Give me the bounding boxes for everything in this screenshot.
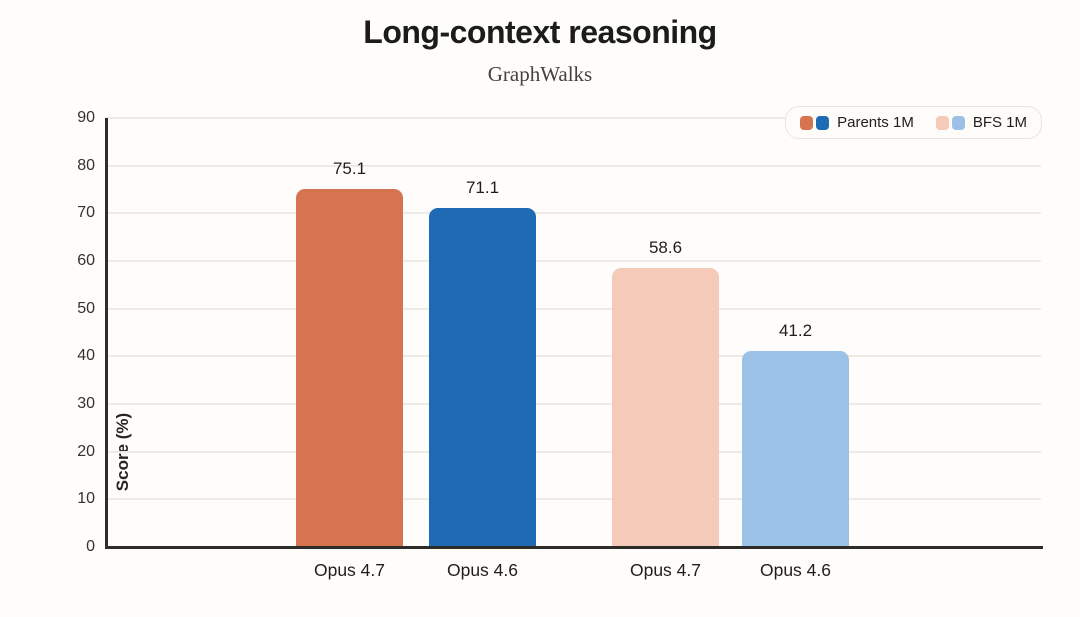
y-tick-label-80: 80: [77, 156, 95, 174]
chart-canvas: Long-context reasoning GraphWalks Score …: [77, 14, 1043, 580]
bar-value-label: 58.6: [648, 238, 683, 257]
bar-value-label: 41.2: [778, 321, 813, 340]
y-tick-label-0: 0: [86, 538, 95, 555]
x-tick-label-2: Opus 4.7: [629, 560, 702, 580]
bar-value-label: 71.1: [465, 178, 500, 197]
y-tick-label-10: 10: [77, 490, 95, 508]
y-tick-label-30: 30: [77, 395, 95, 412]
y-tick-label-60: 60: [77, 252, 95, 269]
chart-subtitle: GraphWalks: [487, 62, 593, 86]
gridline-90: [105, 117, 1041, 119]
y-tick-label-70: 70: [77, 204, 95, 222]
legend-label: Parents 1M: [837, 114, 914, 131]
y-tick-label-50: 50: [77, 299, 95, 317]
bar-bfs-1m-opus-4.7: [612, 268, 719, 547]
bar-parents-1m-opus-4.7: [296, 189, 403, 547]
gridline-60: [105, 260, 1041, 262]
legend-swatch-icon: [935, 115, 949, 130]
x-axis-line: [105, 546, 1043, 549]
x-tick-label-3: Opus 4.6: [759, 560, 832, 580]
legend-item-parents-1m: Parents 1M: [800, 114, 914, 131]
gridline-40: [105, 355, 1041, 358]
bar-value-label: 75.1: [332, 159, 367, 178]
legend-swatch-icon: [816, 115, 830, 130]
legend-swatch-pair: [800, 115, 830, 130]
y-axis-line: [105, 118, 108, 549]
gridline-70: [105, 212, 1041, 215]
y-tick-label-40: 40: [77, 347, 95, 365]
y-tick-label-90: 90: [77, 109, 95, 126]
gridline-30: [105, 403, 1041, 405]
y-tick-label-20: 20: [77, 442, 95, 460]
plot-area: Score (%) 0 10 20 30 40 50 60 70 80 90 75.1 71.1 58…: [77, 106, 1043, 580]
gridline-50: [105, 307, 1041, 310]
legend: Parents 1M BFS 1M: [785, 106, 1042, 139]
x-tick-label-0: Opus 4.7: [313, 560, 386, 580]
bar-parents-1m-opus-4.6: [429, 208, 536, 547]
legend-swatch-icon: [800, 115, 814, 130]
x-tick-label-1: Opus 4.6: [446, 560, 519, 580]
gridline-10: [105, 498, 1041, 501]
chart-title: Long-context reasoning: [363, 14, 717, 50]
gridline-20: [105, 450, 1041, 453]
bar-bfs-1m-opus-4.6: [742, 351, 849, 547]
legend-item-bfs-1m: BFS 1M: [935, 114, 1027, 131]
gridline-80: [105, 164, 1041, 167]
legend-swatch-icon: [951, 115, 965, 130]
legend-label: BFS 1M: [972, 114, 1027, 131]
legend-swatch-pair: [935, 115, 965, 130]
